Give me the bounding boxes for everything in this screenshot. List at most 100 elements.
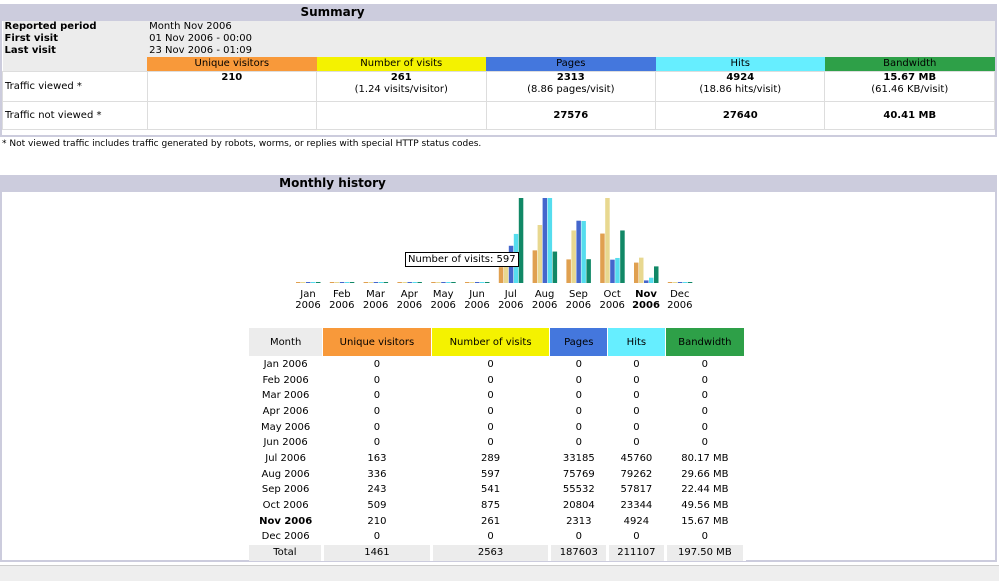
bar-number-of-visits-nov[interactable] [639,257,644,283]
bar-pages-jan[interactable] [306,282,311,283]
month-tick-label: 2006 [566,300,591,311]
bar-hits-dec[interactable] [682,282,688,283]
bar-number-of-visits-dec[interactable] [672,282,678,283]
traffic-not-viewed-label: Traffic not viewed * [2,101,148,130]
month-tick-label: 2006 [363,300,388,311]
bar-bandwidth-mb--feb[interactable] [349,282,355,283]
bar-bandwidth-mb--mar[interactable] [383,282,389,283]
cell: 0 [373,531,381,543]
horizontal-scrollbar[interactable] [0,565,999,581]
cell: 20804 [562,500,595,512]
not-viewed-cell: 27640 [655,101,826,130]
bar-hits-may[interactable] [446,282,451,283]
cell: 0 [575,405,582,417]
bar-unique-visitors-may[interactable] [431,282,436,283]
cell: 0 [633,531,640,543]
bar-bandwidth-mb--nov[interactable] [654,266,659,283]
bar-unique-visitors-jul[interactable] [498,267,504,283]
monthly-table: Month Unique visitors Number of visits P… [247,327,747,561]
last-visit: 23 Nov 2006 - 01:09 [149,45,252,56]
bar-bandwidth-mb--jun[interactable] [485,282,490,283]
bar-number-of-visits-apr[interactable] [402,282,407,283]
not-viewed-cell [146,101,318,130]
bar-unique-visitors-aug[interactable] [532,250,538,283]
bar-bandwidth-mb--oct[interactable] [620,230,625,283]
bar-hits-aug[interactable] [547,198,553,283]
bar-pages-aug[interactable] [542,198,548,283]
bar-pages-oct[interactable] [610,259,615,283]
cell: 0 [575,437,582,449]
bar-unique-visitors-sep[interactable] [566,259,571,283]
header-unique-visitors: Unique visitors [147,57,317,72]
bar-hits-feb[interactable] [344,282,350,283]
bar-pages-jun[interactable] [475,282,480,283]
total-cell: 211107 [607,545,667,561]
last-visit-label: Last visit [4,45,56,56]
bar-bandwidth-mb--aug[interactable] [552,251,558,283]
bar-hits-apr[interactable] [412,282,417,283]
bar-pages-dec[interactable] [677,282,683,283]
bar-unique-visitors-feb[interactable] [329,282,335,283]
bar-unique-visitors-jun[interactable] [465,282,470,283]
cell: 0 [575,390,582,402]
bar-number-of-visits-jan[interactable] [301,282,306,283]
first-visit: 01 Nov 2006 - 00:00 [149,33,252,44]
bar-unique-visitors-oct[interactable] [600,233,605,283]
bar-bandwidth-mb--apr[interactable] [417,282,422,283]
bar-unique-visitors-apr[interactable] [397,282,402,283]
cell: 0 [701,390,709,402]
cell: 0 [701,405,709,417]
bar-pages-feb[interactable] [339,282,345,283]
table-row: Mar 2006 0 0 0 0 0 [249,388,745,404]
month-cell: Apr 2006 [262,405,309,417]
bar-number-of-visits-may[interactable] [436,282,441,283]
bar-pages-apr[interactable] [407,282,412,283]
total-row: Total 1461 2563 187603 211107 197.50 MB [248,545,747,561]
bar-pages-may[interactable] [441,282,446,283]
bar-bandwidth-mb--sep[interactable] [586,259,591,283]
bar-unique-visitors-mar[interactable] [363,282,369,283]
cell: 0 [633,405,640,417]
bar-hits-nov[interactable] [649,277,654,283]
month-tick-label: 2006 [430,300,455,311]
bar-hits-sep[interactable] [581,220,586,283]
bar-bandwidth-mb--dec[interactable] [687,282,693,283]
bar-hits-jun[interactable] [480,282,485,283]
bar-number-of-visits-jun[interactable] [470,282,475,283]
value: 4924 [726,72,755,83]
bar-pages-sep[interactable] [576,220,581,283]
traffic-viewed-label: Traffic viewed * [2,71,148,102]
cell: 0 [575,358,582,370]
cell: 0 [575,531,582,543]
cell: 0 [373,437,381,449]
cell: 336 [367,468,387,480]
bar-hits-jan[interactable] [311,282,316,283]
bar-bandwidth-mb--jul[interactable] [518,198,524,283]
cell: 0 [373,405,381,417]
bar-number-of-visits-feb[interactable] [334,282,340,283]
month-tick-label: Feb [333,289,351,300]
month-tick-label: May [433,289,454,300]
bar-unique-visitors-jan[interactable] [296,282,301,283]
bar-number-of-visits-jul[interactable] [503,254,509,283]
cell: 0 [633,437,640,449]
bar-unique-visitors-dec[interactable] [667,282,673,283]
bar-number-of-visits-sep[interactable] [571,230,576,283]
bar-hits-mar[interactable] [378,282,384,283]
viewed-cell: 15.67 MB (61.46 KB/visit) [824,71,995,102]
bar-number-of-visits-mar[interactable] [368,282,374,283]
reported-period: Month Nov 2006 [149,21,232,32]
bar-pages-mar[interactable] [373,282,379,283]
bar-number-of-visits-oct[interactable] [605,198,610,283]
not-viewed-cell: 27576 [485,101,657,130]
bar-hits-oct[interactable] [615,257,620,283]
cell: 163 [367,452,387,464]
bar-pages-nov[interactable] [644,280,649,283]
col-pages: Pages [549,327,609,357]
bar-bandwidth-mb--may[interactable] [451,282,456,283]
bar-unique-visitors-nov[interactable] [634,262,639,283]
bar-bandwidth-mb--jan[interactable] [316,282,321,283]
cell: 79262 [620,468,653,480]
history-title: Monthly history [279,176,386,190]
bar-number-of-visits-aug[interactable] [537,225,543,283]
